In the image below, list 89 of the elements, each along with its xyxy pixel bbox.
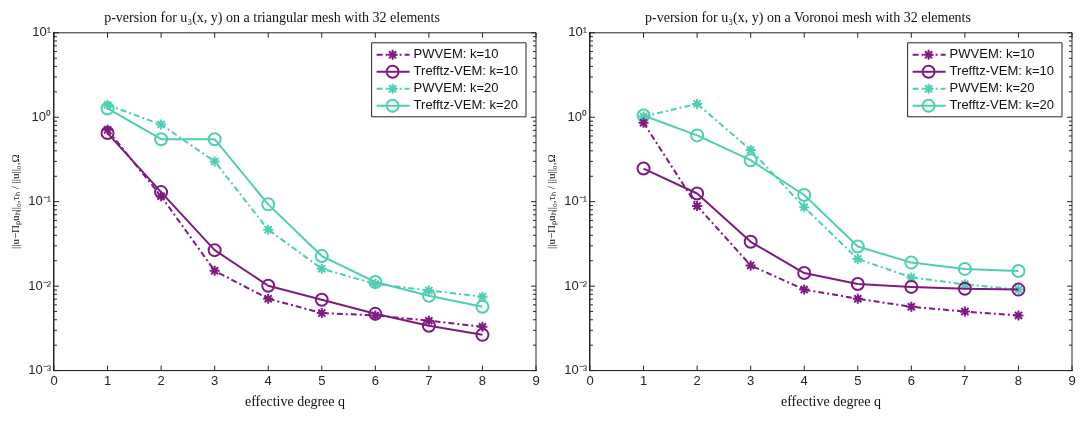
point (1012, 309, 1025, 322)
point (798, 283, 811, 296)
point (261, 278, 276, 293)
x-tick-label: 3 (747, 372, 755, 388)
point (904, 255, 919, 270)
x-tick-label: 8 (1014, 372, 1023, 388)
point (905, 271, 918, 284)
y-tick-label: 10⁻² (564, 277, 588, 293)
y-axis-title: ||u−Πₚuₕ||₀,τₕ / ||u||₀,Ω (545, 154, 559, 249)
y-tick-label: 10¹ (32, 24, 52, 40)
x-tick-label: 5 (318, 372, 326, 388)
x-tick-label: 9 (532, 372, 540, 388)
point (208, 155, 221, 168)
x-tick-label: 5 (854, 372, 862, 388)
legend-label: Trefftz-VEM: k=10 (949, 63, 1055, 79)
point (636, 161, 651, 176)
chart-title: p-version for u₃(x, y) on a Voronoi mesh with 32 elements (645, 10, 971, 27)
point (744, 259, 757, 272)
point (155, 190, 168, 203)
point (1011, 264, 1026, 279)
x-tick-label: 0 (50, 372, 58, 388)
point (261, 197, 276, 212)
x-axis-title: effective degree q (780, 394, 881, 410)
point (262, 292, 275, 305)
point (207, 132, 222, 147)
point (207, 243, 222, 258)
x-tick-label: 6 (371, 372, 379, 388)
x-tick-label: 7 (961, 372, 969, 388)
point (690, 128, 705, 143)
point (475, 299, 490, 314)
point (904, 279, 919, 294)
point (957, 281, 972, 296)
legend-label: Trefftz-VEM: k=20 (413, 97, 519, 113)
point (154, 185, 169, 200)
point (797, 188, 812, 203)
point (208, 264, 221, 277)
x-tick-label: 2 (157, 372, 165, 388)
point (958, 305, 971, 318)
point (957, 261, 972, 276)
x-axis-title: effective degree q (244, 394, 345, 410)
point (421, 288, 436, 303)
point (798, 201, 811, 214)
point (690, 186, 705, 201)
point (850, 277, 865, 292)
point (851, 292, 864, 305)
legend-label: Trefftz-VEM: k=10 (413, 63, 519, 79)
x-tick-label: 3 (211, 372, 219, 388)
x-tick-label: 9 (1068, 372, 1076, 388)
point (314, 249, 329, 264)
y-tick-label: 10⁻² (28, 277, 52, 293)
y-axis-title: ||u−Πₚuₕ||₀,τₕ / ||u||₀,Ω (9, 154, 23, 249)
legend-label: PWVEM: k=20 (413, 80, 499, 96)
point (476, 320, 489, 333)
point (421, 318, 436, 333)
legend-label: PWVEM: k=10 (413, 46, 499, 62)
x-tick-label: 0 (586, 372, 594, 388)
point (797, 266, 812, 281)
x-tick-label: 6 (907, 372, 915, 388)
point (743, 234, 758, 249)
point (368, 274, 383, 289)
y-tick-label: 10⁰ (31, 108, 51, 124)
x-tick-label: 1 (103, 372, 112, 388)
chart-title: p-version for u₃(x, y) on a triangular mesh with 32 elements (104, 10, 440, 27)
point (476, 290, 489, 303)
point (743, 153, 758, 168)
legend-label: PWVEM: k=20 (949, 80, 1035, 96)
x-tick-label: 4 (800, 372, 808, 388)
legend-label: Trefftz-VEM: k=20 (949, 97, 1055, 113)
y-tick-label: 10⁻¹ (28, 193, 52, 209)
point (314, 292, 329, 307)
y-tick-label: 10⁻³ (564, 362, 588, 378)
legend-label: PWVEM: k=10 (949, 46, 1035, 62)
point (262, 223, 275, 236)
y-tick-label: 10⁰ (567, 108, 587, 124)
y-tick-label: 10⁻³ (28, 362, 52, 378)
point (637, 116, 650, 129)
point (154, 132, 169, 147)
point (850, 239, 865, 254)
y-tick-label: 10¹ (568, 24, 588, 40)
y-tick-label: 10⁻¹ (564, 193, 588, 209)
point (315, 262, 328, 275)
x-tick-label: 1 (639, 372, 648, 388)
point (905, 300, 918, 313)
x-tick-label: 7 (425, 372, 433, 388)
x-tick-label: 8 (478, 372, 487, 388)
point (475, 327, 490, 342)
x-tick-label: 2 (693, 372, 701, 388)
x-tick-label: 4 (264, 372, 272, 388)
point (155, 118, 168, 131)
